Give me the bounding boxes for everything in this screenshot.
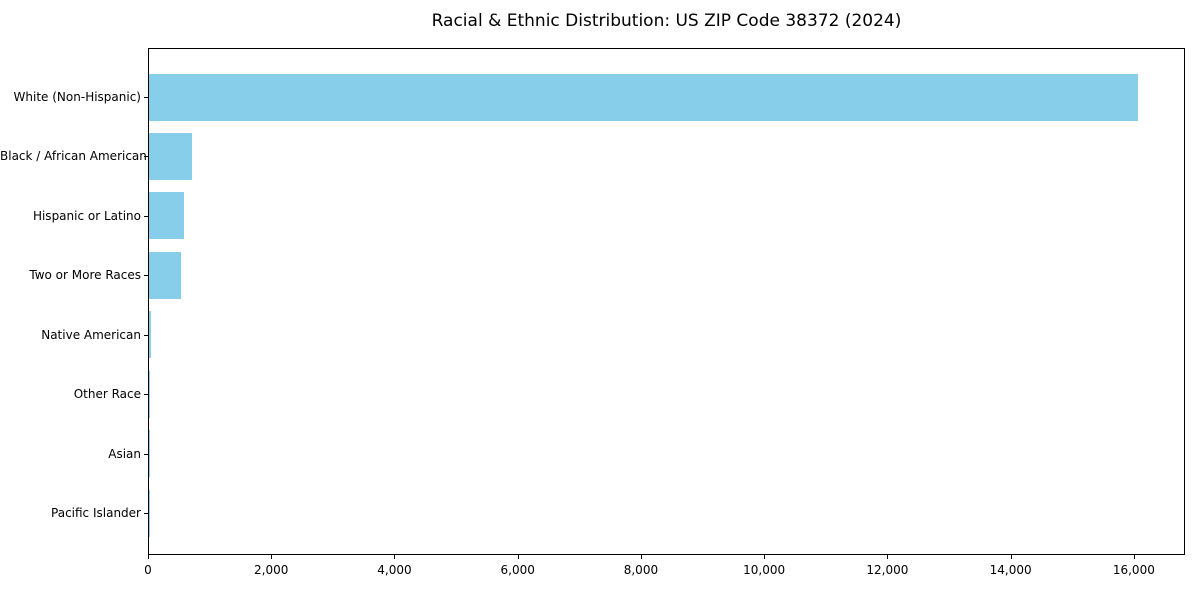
plot-area [148,48,1185,555]
x-tick-label: 0 [144,563,152,577]
x-tick-mark [1010,555,1012,559]
y-tick-mark [144,334,148,336]
y-axis-label: Native American [41,327,141,342]
x-tick-label: 10,000 [743,563,786,577]
y-tick-mark [144,215,148,217]
x-tick-label: 4,000 [377,563,412,577]
x-tick-mark [1133,555,1135,559]
x-tick-mark [887,555,889,559]
y-axis-label: White (Non-Hispanic) [13,90,141,104]
x-tick-mark [764,555,766,559]
y-axis-label: Two or More Races [29,268,141,283]
x-tick-mark [394,555,396,559]
bar-native-american [149,311,152,359]
x-tick-label: 8,000 [623,563,659,577]
bar-white-non-hispanic [149,73,1138,121]
x-tick-mark [640,555,642,559]
y-axis-label: Hispanic or Latino [32,208,141,223]
y-axis-label: Pacific Islander [51,506,141,520]
bar-two-or-more-races [149,251,182,299]
x-tick-mark [271,555,273,559]
x-tick-label: 6,000 [500,563,535,577]
bar-asian [149,430,150,478]
x-tick-mark [517,555,519,559]
bar-hispanic-or-latino [149,192,185,240]
x-tick-label: 12,000 [866,563,909,577]
x-tick-mark [148,555,149,559]
bar-other-race [149,370,151,418]
y-axis-label: Other Race [73,387,141,402]
y-tick-mark [144,394,148,396]
x-tick-label: 16,000 [1112,563,1155,577]
x-tick-label: 14,000 [989,563,1032,577]
chart-title: Racial & Ethnic Distribution: US ZIP Cod… [431,11,902,31]
y-tick-mark [144,513,148,514]
x-tick-label: 2,000 [254,563,289,577]
y-tick-mark [144,97,148,98]
y-tick-mark [144,156,148,158]
y-tick-mark [144,453,148,455]
y-tick-mark [144,275,148,277]
y-axis-label: Black / African American [0,149,147,164]
bar-black-african-american [149,132,193,180]
y-axis-label: Asian [108,446,141,461]
